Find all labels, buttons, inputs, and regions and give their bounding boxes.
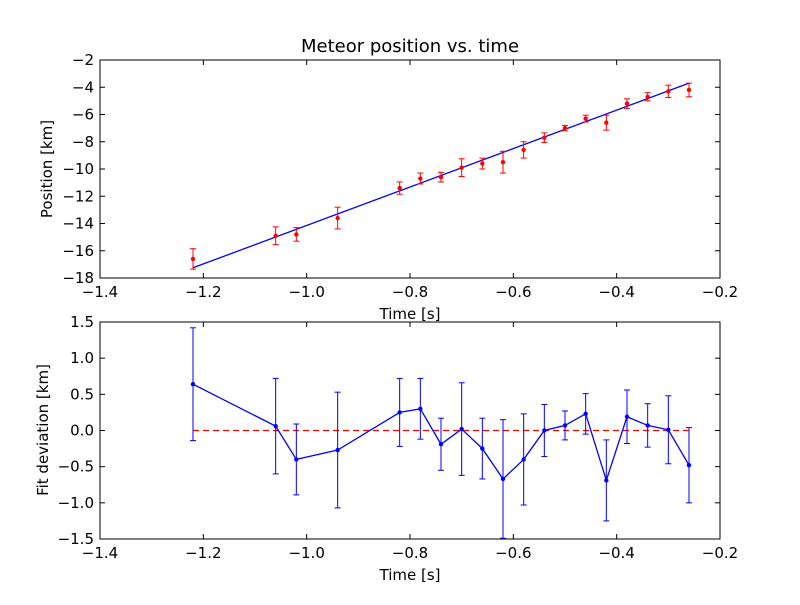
- data-point: [459, 165, 464, 170]
- position-plot: −1.4 −1.2 −1.0 −0.8 −0.6 −0.4 −0.2 −18 −16 −14 −12…: [38, 36, 738, 323]
- data-point: [521, 147, 526, 153]
- data-point: [521, 457, 526, 462]
- data-point: [335, 447, 340, 453]
- data-point: [645, 94, 650, 99]
- x-tick-label: −1.4: [82, 544, 118, 562]
- y-tick-label: 0.0: [70, 422, 94, 440]
- data-point: [294, 232, 299, 237]
- y-tick-label: −8: [72, 133, 94, 151]
- data-point: [624, 101, 630, 106]
- y-tick-label: 0.5: [70, 385, 94, 403]
- data-point: [542, 428, 547, 433]
- x-axis-label: Time [s]: [379, 305, 441, 323]
- x-tick-label: −1.4: [82, 283, 118, 301]
- x-tick-label: −1.0: [288, 283, 324, 301]
- data-point: [583, 116, 588, 121]
- data-point: [500, 159, 506, 165]
- plot-area: [100, 60, 720, 278]
- y-tick-label: −6: [72, 106, 94, 124]
- data-point: [542, 135, 547, 140]
- y-tick-label: −2: [72, 51, 94, 69]
- axis-ticks: −1.4 −1.2 −1.0 −0.8 −0.6 −0.4 −0.2 −18 −16 −14 −12…: [62, 51, 738, 301]
- y-axis-label: Fit deviation [km]: [34, 364, 52, 496]
- deviation-plot: −1.4 −1.2 −1.0 −0.8 −0.6 −0.4 −0.2 −1.5 −1.0 −0.5…: [34, 313, 738, 584]
- data-point: [645, 423, 650, 428]
- x-tick-label: −1.2: [185, 283, 221, 301]
- data-point: [500, 476, 506, 482]
- y-tick-label: −10: [62, 160, 94, 178]
- y-tick-label: 1.5: [70, 313, 94, 331]
- data-point: [438, 442, 444, 447]
- x-tick-label: −0.6: [495, 544, 531, 562]
- data-point: [418, 406, 423, 411]
- data-point: [583, 411, 588, 417]
- data-point: [624, 414, 630, 419]
- axis-ticks: −1.4 −1.2 −1.0 −0.8 −0.6 −0.4 −0.2 −1.5 −1.0 −0.5…: [58, 313, 739, 562]
- data-point: [418, 176, 423, 181]
- plot-marks: [190, 327, 692, 539]
- data-point: [335, 215, 340, 221]
- x-tick-label: −0.8: [392, 283, 428, 301]
- x-tick-label: −0.6: [495, 283, 531, 301]
- y-tick-label: −4: [72, 78, 94, 96]
- x-tick-label: −0.4: [598, 283, 634, 301]
- data-point: [562, 125, 568, 131]
- y-tick-label: −16: [62, 242, 94, 260]
- x-tick-label: −0.4: [598, 544, 634, 562]
- data-point: [480, 446, 485, 451]
- y-tick-label: 1.0: [70, 349, 94, 367]
- y-axis-label: Position [km]: [38, 120, 56, 218]
- x-tick-label: −1.0: [288, 544, 324, 562]
- data-point: [273, 423, 278, 429]
- data-point: [294, 457, 299, 462]
- data-point: [686, 87, 692, 93]
- chart-title: Meteor position vs. time: [301, 36, 519, 57]
- data-point: [190, 382, 196, 387]
- x-tick-label: −0.8: [392, 544, 428, 562]
- data-point: [397, 185, 402, 191]
- data-point: [604, 120, 609, 125]
- data-point: [686, 463, 692, 468]
- data-point: [666, 427, 671, 432]
- y-tick-label: −1.5: [58, 530, 94, 548]
- data-point: [273, 233, 278, 238]
- data-point: [438, 174, 444, 180]
- y-tick-label: −14: [62, 215, 94, 233]
- data-point: [397, 410, 402, 415]
- data-point: [666, 89, 671, 94]
- data-point: [190, 256, 196, 262]
- x-tick-label: −0.2: [702, 544, 738, 562]
- y-tick-label: −0.5: [58, 458, 94, 476]
- data-point: [604, 478, 609, 483]
- y-tick-label: −1.0: [58, 494, 94, 512]
- data-point: [459, 426, 464, 432]
- plot-marks: [190, 82, 692, 270]
- y-tick-label: −12: [62, 187, 94, 205]
- data-point: [480, 161, 485, 166]
- y-tick-label: −18: [62, 269, 94, 287]
- x-tick-label: −0.2: [702, 283, 738, 301]
- x-tick-label: −1.2: [185, 544, 221, 562]
- x-axis-label: Time [s]: [379, 566, 441, 584]
- data-point: [562, 423, 568, 428]
